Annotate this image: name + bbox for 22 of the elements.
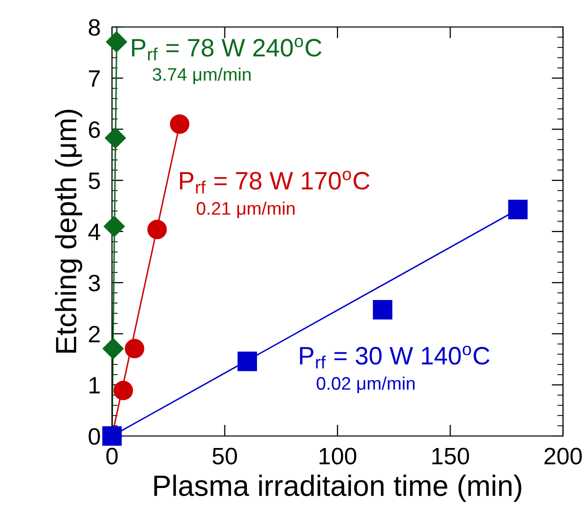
y-tick-label: 7 <box>88 70 100 87</box>
y-tick-label: 4 <box>88 224 100 240</box>
y-tick-label: 6 <box>88 121 100 138</box>
annotation: P$_{rf}$ = 78 W 240$^{o}$C <box>132 38 322 60</box>
y-axis-title: Etching depth (μm) <box>55 110 82 353</box>
x-tick-label: 50 <box>212 448 237 464</box>
annotation: 3.74 μm/min <box>152 68 251 84</box>
annotation: P$_{rf}$ = 30 W 140$^{o}$C <box>300 346 490 368</box>
x-tick-label: 0 <box>106 448 118 464</box>
x-tick-label: 200 <box>544 448 582 464</box>
annotation: 0.21 μm/min <box>196 202 295 218</box>
annotation: P$_{rf}$ = 78 W 170$^{o}$C <box>180 170 370 194</box>
x-axis-title: Plasma irraditaion time (min) <box>154 474 522 502</box>
x-tick-label: 150 <box>432 448 470 464</box>
annotation: 0.02 μm/min <box>316 376 415 394</box>
y-tick-label: 1 <box>90 377 100 394</box>
x-tick-label: 100 <box>320 448 356 464</box>
y-tick-label: 3 <box>88 274 100 292</box>
y-tick-label: 2 <box>88 326 100 342</box>
y-tick-label: 0 <box>88 428 100 445</box>
y-tick-label: 8 <box>88 19 100 36</box>
y-tick-label: 5 <box>88 172 100 190</box>
